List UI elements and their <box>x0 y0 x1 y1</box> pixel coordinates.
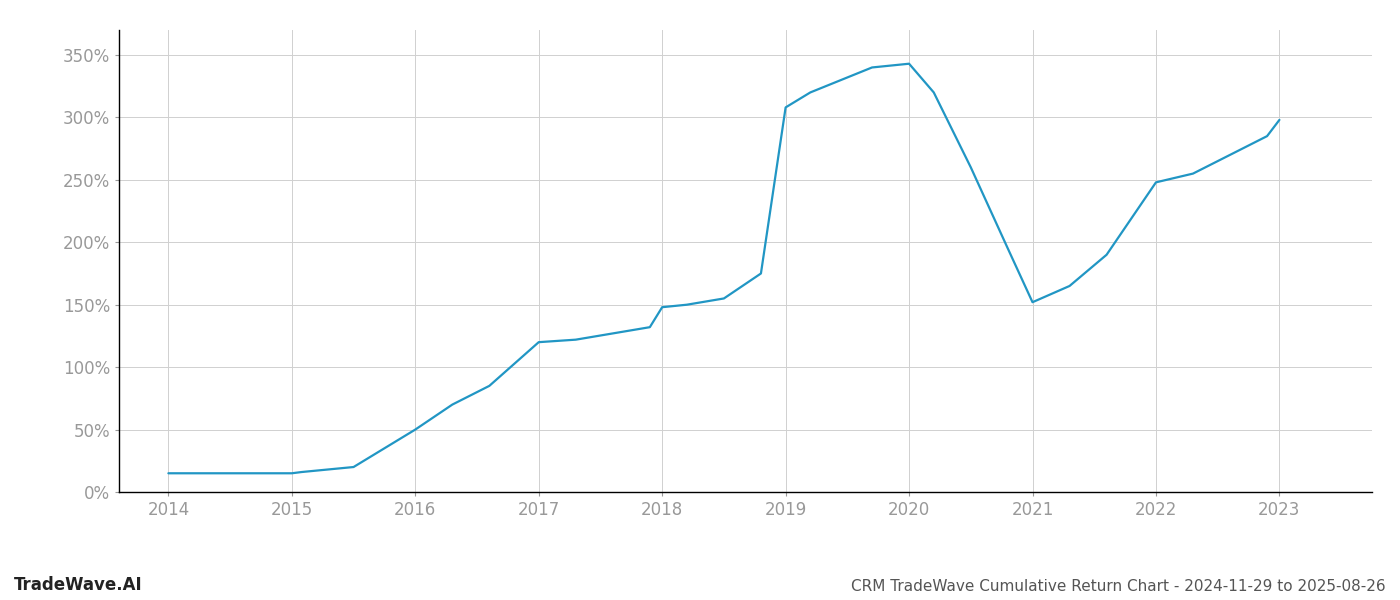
Text: CRM TradeWave Cumulative Return Chart - 2024-11-29 to 2025-08-26: CRM TradeWave Cumulative Return Chart - … <box>851 579 1386 594</box>
Text: TradeWave.AI: TradeWave.AI <box>14 576 143 594</box>
